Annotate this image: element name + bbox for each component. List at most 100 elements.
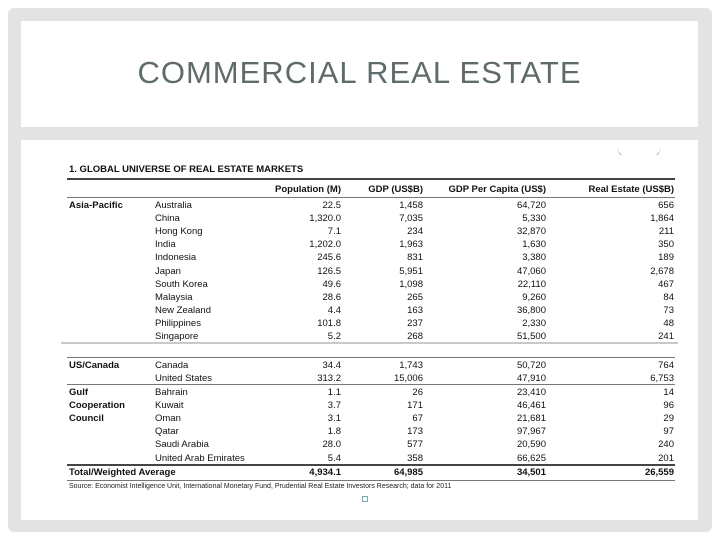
region-label: Asia-Pacific — [69, 200, 123, 211]
cell-population: 1.1 — [327, 387, 341, 398]
cell-gdp-per-capita: 32,870 — [516, 226, 546, 238]
country-name: United States — [155, 373, 213, 385]
cell-population: 1.8 — [327, 426, 341, 438]
country-name: India — [155, 239, 176, 251]
cell-population: 313.2 — [317, 373, 341, 385]
cell-gdp: 171 — [407, 400, 423, 412]
country-name: Oman — [155, 413, 181, 425]
cell-gdp-per-capita: 3,380 — [522, 252, 546, 264]
cell-population: 5.4 — [327, 452, 341, 464]
cell-population: 126.5 — [317, 265, 341, 277]
cell-real-estate: 211 — [658, 226, 674, 238]
cell-gdp-per-capita: 22,110 — [517, 278, 546, 290]
region-label: Cooperation — [69, 400, 125, 412]
cell-gdp-per-capita: 64,720 — [516, 200, 546, 211]
table-image: 1. GLOBAL UNIVERSE OF REAL ESTATE MARKET… — [61, 155, 678, 497]
col-header-gdp-per-capita: GDP Per Capita (US$) — [448, 184, 547, 195]
cell-real-estate: 29 — [663, 413, 674, 425]
total-rule — [67, 464, 675, 466]
region-label: Council — [69, 413, 104, 425]
slide-title: COMMERCIAL REAL ESTATE — [137, 55, 582, 90]
cell-population: 5.2 — [327, 331, 341, 342]
cell-real-estate: 6,753 — [650, 373, 674, 385]
cell-real-estate: 189 — [658, 252, 674, 264]
cell-gdp-per-capita: 1,630 — [522, 239, 546, 251]
country-name: Singapore — [155, 331, 199, 342]
table-source: Source: Economist Intelligence Unit, Int… — [69, 483, 452, 490]
cell-gdp-per-capita: 23,410 — [516, 387, 546, 398]
cell-gdp: 1,743 — [399, 360, 423, 371]
group-rule — [67, 384, 675, 385]
cell-real-estate: 240 — [658, 439, 674, 451]
country-name: Canada — [155, 360, 189, 371]
total-population: 4,934.1 — [309, 467, 341, 478]
table-rule-top — [67, 178, 675, 180]
table-break-line — [61, 342, 678, 344]
total-label: Total/Weighted Average — [69, 467, 176, 478]
country-name: Kuwait — [155, 400, 184, 412]
country-name: South Korea — [155, 278, 208, 290]
header-rule — [67, 197, 675, 198]
cell-gdp: 26 — [412, 387, 423, 398]
cell-population: 28.6 — [322, 291, 342, 303]
cell-gdp: 577 — [407, 439, 423, 451]
cell-real-estate: 467 — [658, 278, 674, 290]
cell-gdp: 7,035 — [399, 213, 423, 225]
cell-gdp-per-capita: 21,681 — [516, 413, 546, 425]
country-name: Japan — [155, 265, 181, 277]
cell-real-estate: 350 — [658, 239, 674, 251]
cell-population: 101.8 — [317, 317, 341, 329]
cell-population: 3.1 — [327, 413, 341, 425]
cell-real-estate: 241 — [658, 331, 674, 342]
country-name: Philippines — [155, 317, 201, 329]
col-header-population: Population (M) — [275, 184, 341, 195]
cell-gdp-per-capita: 51,500 — [516, 331, 546, 342]
cell-gdp: 173 — [407, 426, 423, 438]
country-name: United Arab Emirates — [155, 452, 245, 464]
cell-population: 3.7 — [327, 400, 341, 412]
country-name: Bahrain — [155, 387, 188, 398]
source-rule — [67, 480, 675, 481]
col-header-real-estate: Real Estate (US$B) — [588, 184, 674, 195]
cell-real-estate: 97 — [663, 426, 674, 438]
cell-gdp: 5,951 — [399, 265, 423, 277]
country-name: Australia — [155, 200, 192, 211]
cell-gdp-per-capita: 66,625 — [516, 452, 546, 464]
cell-gdp-per-capita: 20,590 — [516, 439, 546, 451]
col-header-gdp: GDP (US$B) — [368, 184, 423, 195]
total-real-estate: 26,559 — [644, 467, 674, 478]
cell-population: 245.6 — [317, 252, 341, 264]
cell-gdp-per-capita: 47,060 — [516, 265, 546, 277]
group-rule — [67, 357, 675, 358]
cell-gdp-per-capita: 46,461 — [516, 400, 546, 412]
cell-gdp-per-capita: 50,720 — [516, 360, 546, 371]
total-gdp: 64,985 — [393, 467, 423, 478]
cell-population: 7.1 — [327, 226, 341, 238]
cell-gdp-per-capita: 97,967 — [516, 426, 546, 438]
cell-population: 49.6 — [322, 278, 342, 290]
cell-real-estate: 2,678 — [650, 265, 674, 277]
cell-real-estate: 14 — [663, 387, 674, 398]
cell-gdp: 237 — [407, 317, 423, 329]
cell-gdp: 1,098 — [399, 278, 423, 290]
country-name: China — [155, 213, 180, 225]
cell-gdp: 163 — [407, 304, 423, 316]
slide-marker — [362, 496, 368, 502]
cell-population: 22.5 — [322, 200, 342, 211]
cell-gdp-per-capita: 2,330 — [522, 317, 546, 329]
cell-gdp: 265 — [407, 291, 423, 303]
cell-gdp: 1,458 — [399, 200, 423, 211]
cell-real-estate: 1,864 — [650, 213, 674, 225]
title-area: COMMERCIAL REAL ESTATE — [21, 21, 698, 127]
cell-gdp: 268 — [407, 331, 423, 342]
country-name: Saudi Arabia — [155, 439, 209, 451]
region-label: Gulf — [69, 387, 88, 398]
cell-gdp-per-capita: 47,910 — [516, 373, 546, 385]
cell-population: 28.0 — [322, 439, 342, 451]
cell-population: 1,202.0 — [309, 239, 341, 251]
cell-gdp-per-capita: 9,260 — [522, 291, 546, 303]
cell-real-estate: 84 — [663, 291, 674, 303]
country-name: Qatar — [155, 426, 179, 438]
cell-gdp: 1,963 — [399, 239, 423, 251]
cell-gdp-per-capita: 36,800 — [516, 304, 546, 316]
